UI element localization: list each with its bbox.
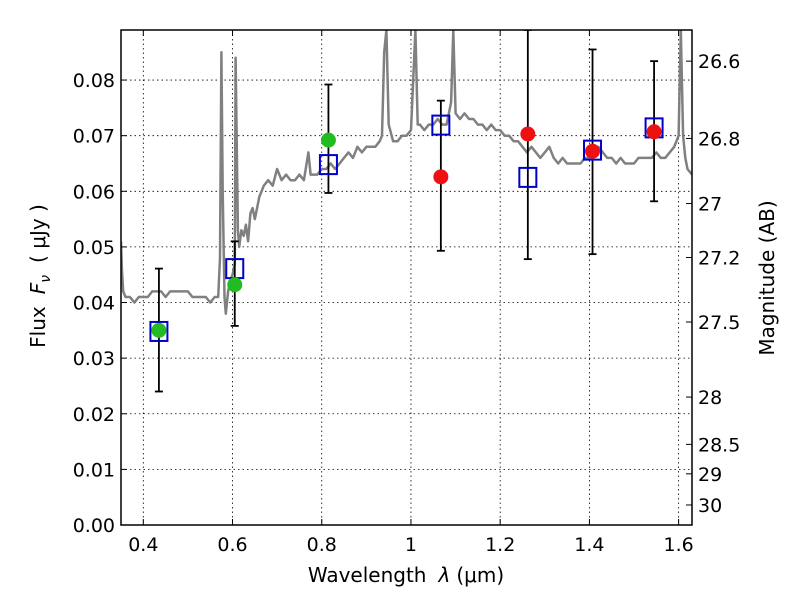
nir-data-point [646,124,662,140]
model-square-marker [431,114,451,136]
right-tick-label: 26.6 [698,51,740,73]
y-tick-label: 0.06 [73,181,115,203]
model-square-marker [318,154,338,176]
plot-frame [120,29,693,526]
optical-data-point [151,322,167,338]
nir-data-point [520,126,536,142]
y-tick-label: 0.01 [73,459,115,481]
x-tick-label: 1.4 [574,534,604,556]
x-tick-label: 1 [405,534,417,556]
right-tick-label: 27 [698,194,722,216]
optical-data-point [320,132,336,148]
x-tick-label: 0.6 [217,534,247,556]
grid-lines [121,30,692,525]
x-axis-label: Wavelength λ (μm) [308,563,504,587]
y-tick-label: 0.03 [73,348,115,370]
right-tick-label: 26.8 [698,128,740,150]
right-tick-label: 27.5 [698,312,740,334]
x-tick-label: 1.6 [664,534,694,556]
observed-points [151,124,662,338]
x-tick-label: 0.4 [128,534,158,556]
y-tick-label: 0.02 [73,404,115,426]
right-tick-label: 27.2 [698,247,740,269]
nir-data-point [433,169,449,185]
model-spectrum-line [121,30,692,315]
right-tick-label: 29 [698,464,722,486]
y-axis-label: FluxFν( μJy ) [26,204,54,348]
y-tick-labels: 0.00 0.01 0.02 0.03 0.04 0.05 0.06 0.07 0.08 [73,70,115,537]
plot-data [121,30,692,393]
x-tick-label: 0.8 [307,534,337,556]
errorbars [154,30,659,393]
model-square-marker [149,320,169,342]
right-tick-label: 30 [698,495,722,517]
right-tick-label: 28.5 [698,434,740,456]
model-square-marker [518,166,538,188]
axis-ticks [121,30,692,526]
y-tick-label: 0.07 [73,126,115,148]
nir-data-point [585,143,601,159]
y-tick-label: 0.00 [73,515,115,537]
y-tick-label: 0.04 [73,293,115,315]
right-tick-label: 28 [698,387,722,409]
y-tick-label: 0.08 [73,70,115,92]
right-axis-label: Magnitude (AB) [755,200,779,355]
x-tick-label: 1.2 [485,534,515,556]
right-tick-labels: 26.6 26.8 27 27.2 27.5 28 28.5 29 30 [698,51,740,517]
y-tick-label: 0.05 [73,237,115,259]
x-tick-labels: 0.4 0.6 0.8 1 1.2 1.4 1.6 [128,534,694,556]
model-square-marker [583,139,603,161]
optical-data-point [227,277,243,293]
